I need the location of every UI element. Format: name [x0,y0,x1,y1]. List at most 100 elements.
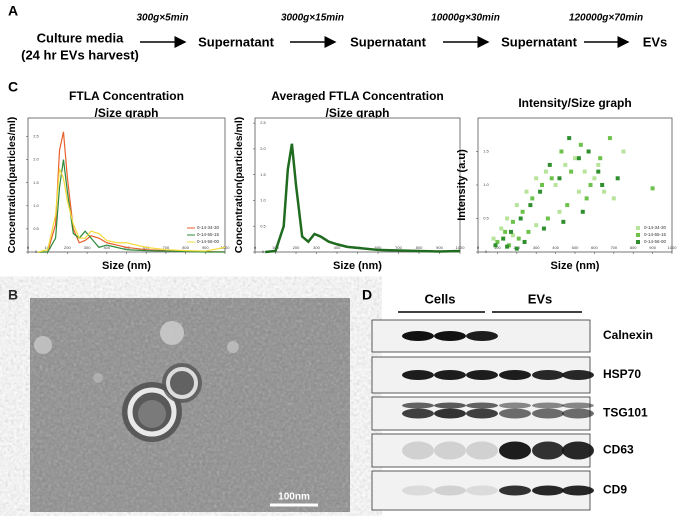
line [37,168,226,253]
panel-label: D [362,287,372,303]
point [592,176,597,181]
x-tick-label: 0 [254,245,257,250]
point [510,219,515,224]
point [573,156,577,161]
y-tick-label: 1.5 [483,149,489,154]
y-axis-label: Intensity (a.u) [456,149,468,221]
legend-label: 0-14-55-15 [197,232,220,237]
point [534,223,539,228]
x-tick-label: 500 [572,245,579,250]
x-tick-label: 900 [202,245,209,250]
legend-swatch [636,233,640,237]
point [501,236,506,241]
point [520,209,525,214]
point [559,149,564,154]
point [607,136,612,141]
point [557,209,562,214]
protein-label: TSG101 [603,406,648,420]
point [611,196,616,201]
point [582,169,587,174]
band [532,402,564,409]
legend-label: 0-14-55-15 [644,232,667,237]
point [567,136,572,141]
panel-label: C [8,79,18,95]
scale-bar-label: 100nm [278,492,310,503]
band [466,402,498,409]
panel-label: A [8,3,18,19]
point [547,162,552,167]
point [576,189,581,194]
y-tick-label: 2.0 [33,157,39,162]
band [466,485,498,496]
legend-label: 0-14-56-00 [644,239,667,244]
x-tick-label: 300 [533,245,540,250]
band [434,485,466,496]
point [530,196,535,201]
band [466,408,498,419]
x-tick-label: 200 [293,245,300,250]
y-tick-label: 2.0 [260,146,266,151]
band [562,402,594,409]
flow-node: Supernatant [501,34,578,49]
x-tick-label: 400 [334,245,341,250]
start-node: Culture media [37,30,124,45]
point [602,189,607,194]
point [615,176,620,181]
point [526,229,531,234]
band [562,441,594,460]
step-label: 120000g×70min [569,13,643,24]
x-tick-label: 1000 [456,245,466,250]
point [534,176,539,181]
band [434,441,466,460]
x-tick-label: 900 [436,245,443,250]
point [543,169,548,174]
x-tick-label: 200 [64,245,71,250]
x-tick-label: 600 [375,245,382,250]
band [532,485,564,496]
protein-label: CD63 [603,443,634,457]
x-tick-label: 800 [182,245,189,250]
point [561,219,566,224]
x-tick-label: 700 [163,245,170,250]
y-tick-label: 1.0 [483,182,489,187]
point [586,149,591,154]
band [532,408,564,419]
point [528,203,533,208]
y-tick-label: 2.5 [260,120,266,125]
band [562,485,594,496]
y-tick-label: 2.5 [33,134,39,139]
band [532,370,564,380]
band [562,408,594,419]
band [402,331,434,341]
y-tick-label: 0 [485,249,488,254]
line [37,159,225,253]
tem-image [30,298,350,512]
band [402,408,434,419]
x-tick-label: 800 [416,245,423,250]
x-tick-label: 300 [313,245,320,250]
step-label: 300g×5min [137,13,189,24]
point [650,186,655,191]
panel-label: B [8,287,18,303]
x-axis-label: Size (nm) [333,260,382,272]
point [569,169,574,174]
x-tick-label: 700 [395,245,402,250]
point [565,203,570,208]
start-note: (24 hr EVs harvest) [21,47,139,62]
y-tick-label: 1.5 [33,180,39,185]
x-tick-label: 0 [27,245,30,250]
point [545,216,550,221]
point [549,176,554,181]
band [402,441,434,460]
point [524,189,529,194]
y-tick-label: 0.5 [260,223,266,228]
y-tick-label: 1.0 [33,203,39,208]
legend-label: 0-14-34-30 [197,225,220,230]
point [557,176,562,181]
point [491,236,496,241]
point [538,189,543,194]
legend-swatch [636,226,640,230]
y-axis-label: Concentration(particles/ml) [233,117,245,254]
step-label: 3000g×15min [281,13,344,24]
y-tick-label: 0.5 [33,226,39,231]
